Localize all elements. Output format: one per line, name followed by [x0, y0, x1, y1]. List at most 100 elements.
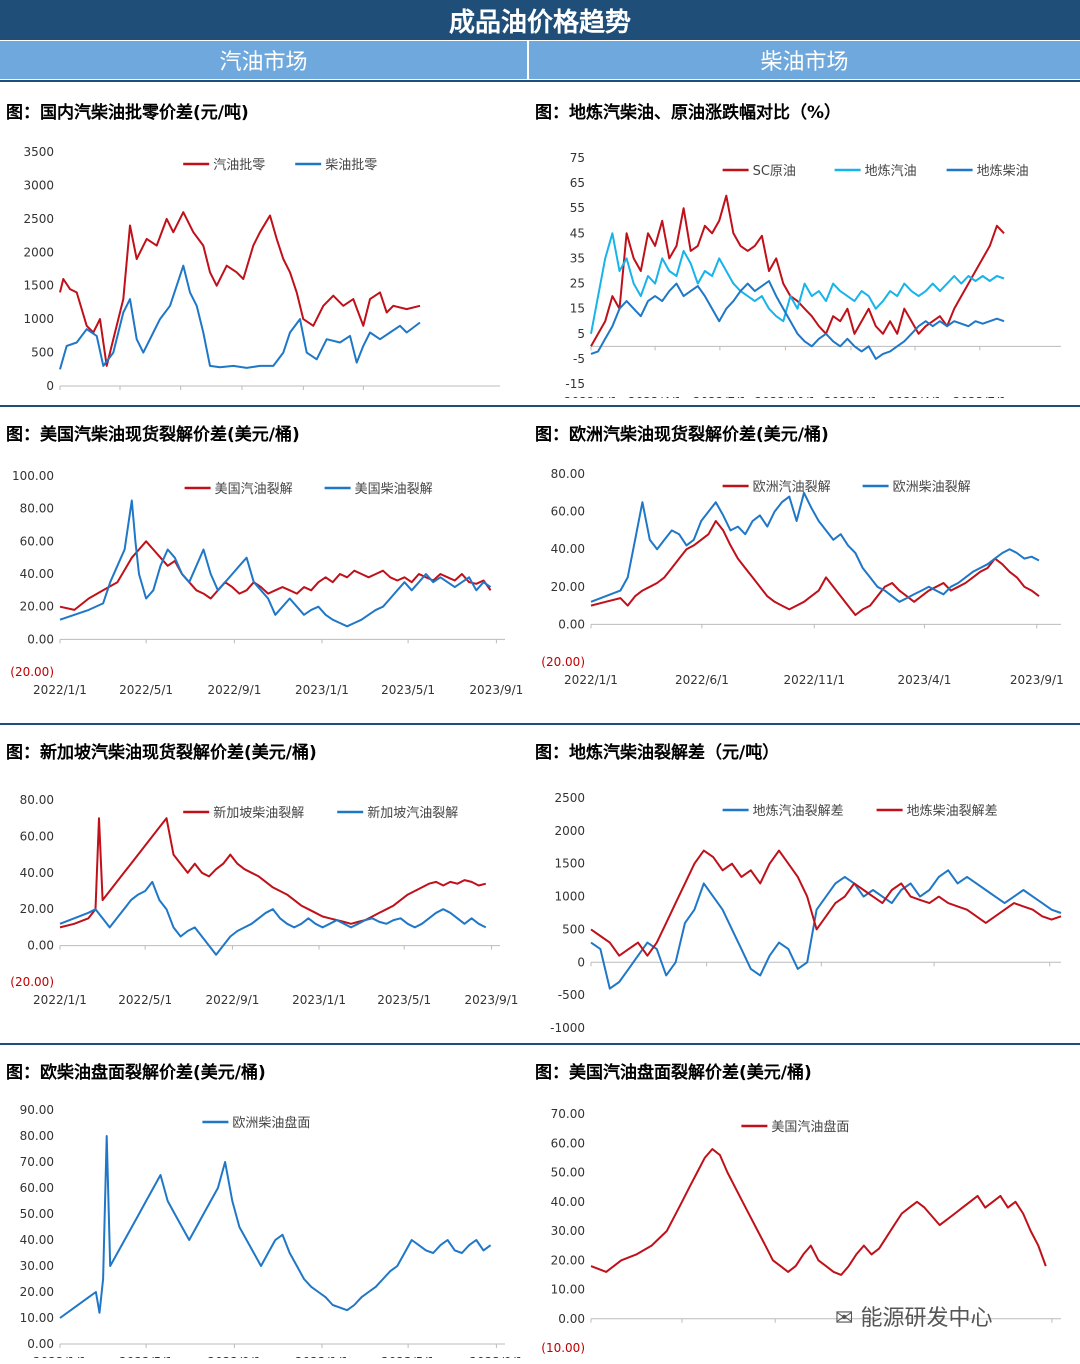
x-tick-label: 2022/1/1 [33, 397, 87, 398]
y-tick-label: 20.00 [20, 600, 54, 614]
chart-svg: (20.00) 0.00 20.00 40.00 60.00 80.00 2022/1/1 2… [10, 793, 518, 1007]
y-tick-label: 30.00 [551, 1224, 585, 1238]
y-tick-label: 2000 [554, 824, 585, 838]
watermark: ✉ 能源研发中心 [835, 1300, 992, 1332]
y-tick-label: 80.00 [20, 1129, 54, 1143]
y-tick-label: 2500 [23, 212, 54, 226]
y-tick-label: 75 [570, 151, 585, 165]
x-tick-label: 2023/1/1 [295, 683, 349, 697]
legend-label: 美国汽油裂解 [215, 482, 293, 497]
y-tick-label: 45 [570, 226, 585, 240]
y-tick-label: 40.00 [20, 1233, 54, 1247]
y-tick-label: 50.00 [20, 1207, 54, 1221]
series-line [590, 520, 1040, 616]
series-line [59, 499, 492, 628]
chart-svg: 0 500 1000 1500 2000 2500 3000 3500 2022/1/1 2022… [23, 145, 500, 398]
chart-panel: 图：国内汽柴油批零价差(元/吨) 0 500 1000 1500 2000 2500 3000… [0, 98, 527, 398]
y-tick-label: 80.00 [20, 793, 54, 807]
series-line [590, 232, 1005, 334]
y-tick-label: 60.00 [20, 829, 54, 843]
y-tick-label: 70.00 [20, 1155, 54, 1169]
x-tick-label: 2023/4/1 [336, 397, 390, 398]
y-tick-label: 70.00 [551, 1107, 585, 1121]
chart-panel: 图：欧洲汽柴油现货裂解价差(美元/桶) (20.00) 0.00 20.00 40.00… [529, 420, 1080, 720]
series-line [590, 869, 1062, 990]
x-tick-label: 2022/9/1 [207, 1355, 261, 1358]
series-line [590, 849, 1062, 957]
y-tick-label: 15 [570, 302, 585, 316]
y-tick-label: (10.00) [541, 1341, 585, 1355]
x-tick-label: 2022/9/1 [207, 683, 261, 697]
x-tick-label: 2022/1/1 [564, 673, 618, 687]
chart-svg: (20.00) 0.00 20.00 40.00 60.00 80.00 100.00 202… [10, 469, 523, 697]
y-tick-label: -15 [565, 377, 585, 391]
y-tick-label: 20.00 [20, 902, 54, 916]
y-tick-label: 1000 [554, 890, 585, 904]
legend-label: 地炼汽油 [865, 164, 917, 179]
divider [0, 80, 1080, 82]
page-banner: 成品油价格趋势 [0, 0, 1080, 40]
y-tick-label: 60.00 [551, 505, 585, 519]
y-tick-label: 1500 [554, 857, 585, 871]
x-tick-label: 2023/5/1 [381, 683, 435, 697]
x-tick-label: 2022/10/1 [211, 397, 273, 398]
legend-label: 柴油批零 [325, 158, 377, 173]
gasoline-market-header: 汽油市场 [0, 41, 527, 79]
x-tick-label: 2022/6/1 [675, 673, 729, 687]
x-tick-label: 2022/9/1 [205, 993, 259, 1007]
x-tick-label: 2023/5/1 [377, 993, 431, 1007]
chart-svg: (10.00) 0.00 10.00 20.00 30.00 40.00 50.00 60.0… [541, 1107, 1061, 1355]
x-tick-label: 2022/1/1 [564, 395, 618, 398]
y-tick-label: 60.00 [551, 1136, 585, 1150]
divider [0, 1043, 1080, 1045]
wechat-icon: ✉ [835, 1306, 861, 1331]
legend-label: 新加坡汽油裂解 [367, 805, 458, 821]
series-line [590, 280, 1005, 360]
x-tick-label: 2022/7/1 [693, 395, 747, 398]
chart-title: 图：美国汽柴油现货裂解价差(美元/桶) [6, 425, 300, 445]
legend-label: 汽油批零 [213, 158, 265, 173]
series-line [59, 880, 487, 956]
chart-title: 图：美国汽油盘面裂解价差(美元/桶) [535, 1063, 812, 1083]
y-tick-label: 60.00 [20, 1181, 54, 1195]
y-tick-label: 10.00 [20, 1311, 54, 1325]
chart-title: 图：新加坡汽柴油现货裂解价差(美元/桶) [6, 743, 317, 763]
x-tick-label: 2022/5/1 [119, 683, 173, 697]
y-tick-label: 20.00 [551, 1253, 585, 1267]
y-tick-label: 90.00 [20, 1103, 54, 1117]
chart-panel: 图：欧柴油盘面裂解价差(美元/桶) 0.00 10.00 20.00 30.00 40.0… [0, 1058, 527, 1358]
page-title: 成品油价格趋势 [448, 7, 631, 38]
chart-svg: 0.00 10.00 20.00 30.00 40.00 50.00 60.00 70.00 8… [20, 1103, 524, 1358]
y-tick-label: 60.00 [20, 534, 54, 548]
y-tick-label: -500 [558, 988, 585, 1002]
x-tick-label: 2022/10/1 [755, 395, 817, 398]
chart-svg: (20.00) 0.00 20.00 40.00 60.00 80.00 2022/1/1 2… [541, 467, 1064, 687]
x-tick-label: 2022/5/1 [119, 1355, 173, 1358]
y-tick-label: 3000 [23, 178, 54, 192]
legend-label: 美国汽油盘面 [771, 1119, 849, 1135]
y-tick-label: 1500 [23, 279, 54, 293]
x-tick-label: 2022/7/1 [154, 397, 208, 398]
x-tick-label: 2023/5/1 [381, 1355, 435, 1358]
x-tick-label: 2023/9/1 [1010, 673, 1064, 687]
y-tick-label: 500 [562, 922, 585, 936]
series-line [59, 1135, 492, 1319]
chart-panel: 图：新加坡汽柴油现货裂解价差(美元/桶) (20.00) 0.00 20.00 40.0… [0, 738, 527, 1038]
x-tick-label: 2023/4/1 [888, 395, 942, 398]
y-tick-label: 2500 [554, 791, 585, 805]
series-line [590, 1148, 1047, 1276]
y-tick-label: 0.00 [27, 939, 54, 953]
legend-label: 新加坡柴油裂解 [213, 805, 304, 821]
x-tick-label: 2022/1/1 [33, 1355, 87, 1358]
chart-panel: 图：地炼汽柴油、原油涨跌幅对比（%） -15 -5 5 15 25 35 45 55 65 75 20… [529, 98, 1080, 398]
series-line [59, 817, 487, 929]
y-tick-label: 55 [570, 201, 585, 215]
y-tick-label: 0 [46, 379, 54, 393]
y-tick-label: 10.00 [551, 1283, 585, 1297]
series-line [590, 194, 1005, 347]
series-line [590, 491, 1040, 603]
x-tick-label: 2022/5/1 [118, 993, 172, 1007]
x-tick-label: 2023/4/1 [897, 673, 951, 687]
x-tick-label: 2023/7/1 [953, 395, 1007, 398]
y-tick-label: 0.00 [27, 1337, 54, 1351]
